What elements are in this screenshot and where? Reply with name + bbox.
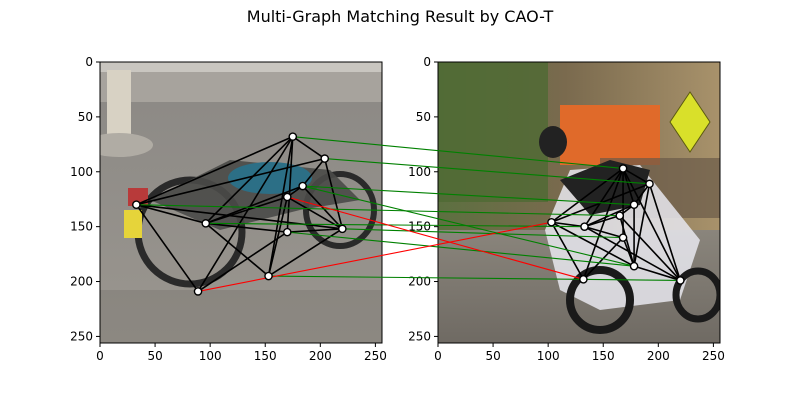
correct-match-line (205, 222, 585, 228)
correct-match-line (287, 231, 635, 267)
right-graph-edge (622, 237, 635, 267)
left-graph-edge (136, 203, 343, 230)
right-graph-edge (583, 168, 624, 228)
left-y-tick-label: 50 (78, 110, 93, 124)
right-node-3 (547, 217, 556, 227)
left-y-tick-label: 150 (70, 220, 93, 234)
right-y-tick-label: 100 (408, 165, 431, 179)
right-graph-edge (633, 265, 681, 282)
right-graph-edge (633, 183, 651, 267)
right-y-tick-label: 150 (408, 220, 431, 234)
right-graph-edge (622, 167, 650, 185)
left-graph-edge (197, 136, 294, 292)
correct-match-line (302, 185, 635, 206)
left-graph-edge (286, 136, 294, 233)
left-graph-edge (292, 135, 326, 160)
wrong-match-line (197, 221, 552, 292)
left-y-tick-label: 100 (70, 165, 93, 179)
right-graph-edge (622, 168, 635, 205)
right-node-5 (615, 211, 625, 220)
right-graph-edge (551, 221, 635, 267)
left-graph-edge (197, 231, 288, 293)
left-x-tick-label: 200 (309, 349, 332, 363)
left-x-tick-label: 50 (147, 349, 162, 363)
left-graph-edge (287, 228, 343, 233)
right-x-tick-label: 50 (485, 349, 500, 363)
right-node-9 (579, 275, 588, 284)
left-node-0 (288, 132, 298, 141)
right-graph-edge (582, 168, 624, 280)
right-node-8 (676, 276, 685, 285)
right-node-0 (618, 164, 628, 173)
right-graph-edge (648, 183, 682, 281)
right-y-tick-label: 0 (423, 55, 431, 69)
left-graph-edge (205, 222, 270, 277)
right-graph-edge (622, 168, 682, 281)
right-y-tick-label: 200 (408, 275, 431, 289)
right-graph-edge (551, 221, 585, 228)
correct-match-line (302, 185, 635, 267)
correct-match-line (342, 228, 624, 239)
left-x-tick-label: 250 (364, 349, 387, 363)
right-y-tick-label: 50 (416, 110, 431, 124)
right-x-tick-label: 0 (434, 349, 442, 363)
left-graph-edge (302, 185, 343, 230)
left-axes-frame (99, 61, 383, 344)
left-y-tick-label: 250 (70, 329, 93, 343)
left-y-tick-label: 200 (70, 275, 93, 289)
left-graph-edge (302, 158, 326, 187)
left-graph-edge (205, 136, 294, 224)
left-node-7 (338, 224, 347, 234)
correct-match-line (268, 275, 681, 281)
left-graph-edge (136, 135, 294, 206)
left-node-3 (132, 200, 141, 209)
right-node-2 (629, 200, 639, 209)
left-graph-edge (205, 222, 288, 233)
left-x-tick-label: 100 (199, 349, 222, 363)
right-graph-edge (633, 183, 651, 206)
left-node-9 (193, 287, 203, 296)
left-node-5 (282, 192, 292, 202)
right-graph-edge (550, 167, 624, 223)
right-node-6 (618, 233, 628, 242)
left-node-8 (264, 271, 273, 281)
left-x-tick-label: 0 (96, 349, 104, 363)
left-node-2 (298, 181, 307, 191)
right-graph-edge (550, 221, 585, 280)
left-node-6 (282, 227, 292, 237)
right-graph-edge (619, 215, 681, 281)
right-x-tick-label: 100 (537, 349, 560, 363)
right-graph-edge (618, 215, 635, 267)
right-graph-edge (584, 225, 624, 239)
right-node-7 (629, 261, 639, 271)
left-graph-edge (205, 185, 303, 225)
right-axes-frame (437, 61, 721, 344)
wrong-match-line (287, 196, 584, 280)
left-node-4 (201, 219, 211, 228)
right-graph-edge (584, 225, 681, 282)
right-node-1 (645, 179, 654, 189)
left-y-tick-label: 0 (85, 55, 93, 69)
left-x-tick-label: 150 (254, 349, 277, 363)
left-graph-edge (267, 196, 289, 277)
left-graph-edge (286, 196, 343, 230)
right-x-tick-label: 250 (702, 349, 725, 363)
correct-match-line (292, 136, 624, 170)
correct-match-line (324, 158, 650, 185)
right-x-tick-label: 200 (647, 349, 670, 363)
left-graph-edge (136, 157, 325, 206)
left-node-1 (320, 154, 330, 163)
right-node-4 (580, 222, 589, 231)
chart-title: Multi-Graph Matching Result by CAO-T (247, 7, 554, 26)
right-graph-edge (584, 214, 620, 228)
correct-match-line (136, 204, 620, 217)
right-x-tick-label: 150 (592, 349, 615, 363)
left-graph-edge (135, 204, 199, 292)
right-y-tick-label: 250 (408, 329, 431, 343)
left-graph-edge (267, 136, 294, 277)
left-photo (100, 62, 382, 343)
left-graph-edge (136, 203, 206, 225)
left-graph-edge (205, 196, 288, 225)
